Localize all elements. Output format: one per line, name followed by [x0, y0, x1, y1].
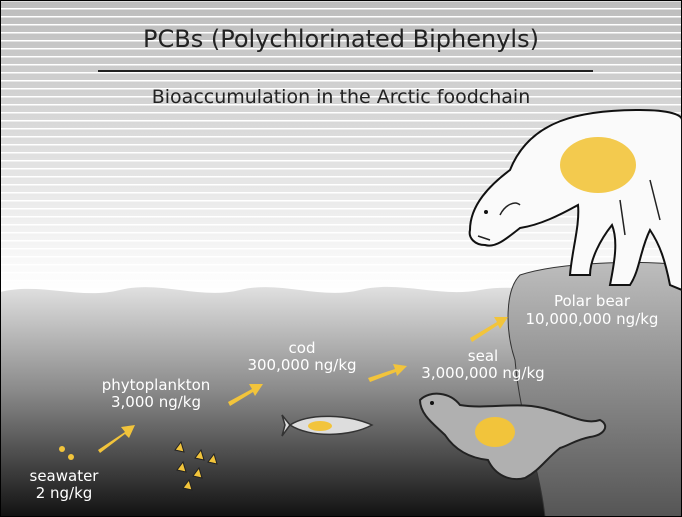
- node-value: 2 ng/kg: [36, 484, 93, 502]
- node-value: 300,000 ng/kg: [247, 356, 356, 374]
- diagram: PCBs (Polychlorinated Biphenyls) Bioaccu…: [0, 0, 682, 517]
- node-value: 3,000,000 ng/kg: [421, 364, 544, 382]
- subtitle: Bioaccumulation in the Arctic foodchain: [152, 86, 531, 108]
- node-label: cod: [289, 339, 316, 357]
- node-label: seal: [468, 347, 498, 365]
- page: {"title": "PCBs (Polychlorinated Bipheny…: [0, 0, 682, 517]
- node-value: 10,000,000 ng/kg: [526, 310, 659, 328]
- title: PCBs (Polychlorinated Biphenyls): [143, 25, 539, 53]
- node-label: seawater: [30, 467, 100, 485]
- node-label: phytoplankton: [102, 376, 211, 394]
- node-value: 3,000 ng/kg: [111, 393, 201, 411]
- node-label: Polar bear: [554, 292, 631, 310]
